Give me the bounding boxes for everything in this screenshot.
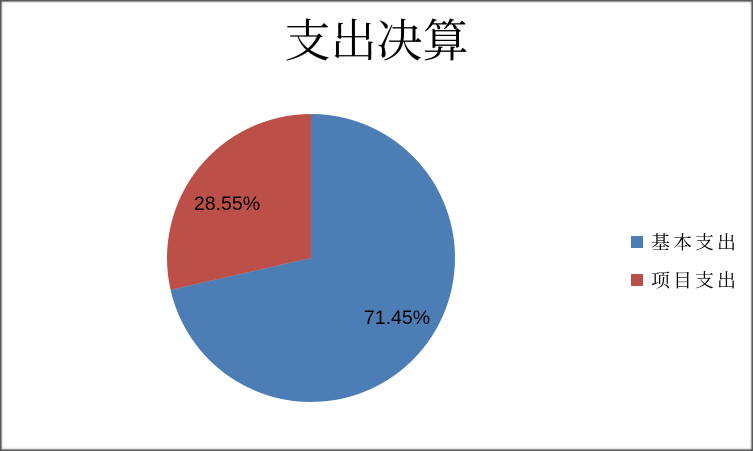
svg-text:28.55%: 28.55% bbox=[194, 193, 260, 215]
svg-text:71.45%: 71.45% bbox=[364, 307, 430, 329]
